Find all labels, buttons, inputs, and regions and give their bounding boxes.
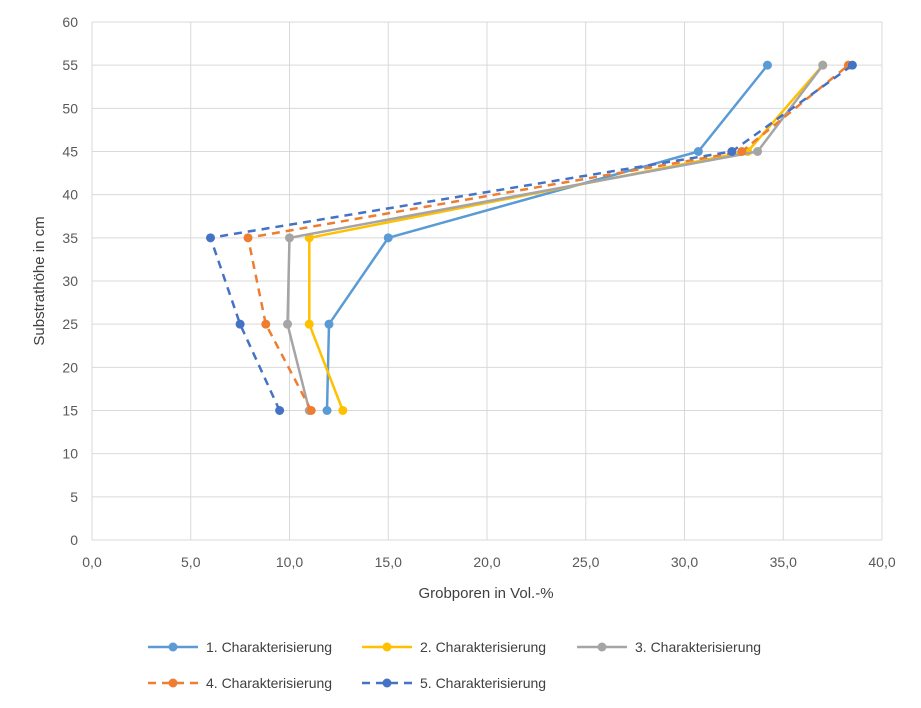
y-tick-label: 55: [62, 57, 78, 73]
data-point: [285, 233, 294, 243]
data-point: [322, 406, 332, 415]
series-5: [206, 60, 857, 415]
data-point: [338, 406, 348, 415]
data-point: [304, 319, 314, 329]
legend-marker: [382, 642, 392, 652]
x-tick-label: 20,0: [473, 554, 500, 570]
data-point: [275, 406, 285, 415]
data-point: [235, 319, 245, 329]
data-point: [283, 319, 293, 329]
gridlines: [91, 21, 883, 541]
data-point: [847, 60, 857, 70]
y-tick-label: 25: [62, 316, 78, 332]
data-point: [306, 406, 316, 415]
y-tick-label: 35: [62, 230, 78, 246]
y-tick-label: 45: [62, 144, 78, 160]
legend-marker: [168, 642, 178, 652]
legend-label: 4. Charakterisierung: [206, 675, 332, 691]
data-point: [206, 233, 215, 243]
series-3: [283, 60, 828, 415]
x-axis-title: Grobporen in Vol.-%: [418, 585, 553, 602]
y-tick-label: 30: [62, 273, 78, 289]
y-tick-label: 20: [62, 359, 78, 375]
legend-marker: [382, 678, 392, 688]
x-tick-label: 5,0: [181, 554, 201, 570]
legend-item: 3. Charakterisierung: [577, 639, 761, 655]
data-point: [693, 147, 703, 156]
y-tick-label: 15: [62, 403, 78, 419]
x-tick-label: 30,0: [671, 554, 698, 570]
x-tick-label: 35,0: [770, 554, 797, 570]
series-layer: [206, 60, 857, 415]
legend-label: 3. Charakterisierung: [635, 639, 761, 655]
data-point: [762, 60, 772, 70]
legend-label: 1. Charakterisierung: [206, 639, 332, 655]
y-tick-label: 50: [62, 100, 78, 116]
data-point: [727, 147, 737, 156]
legend-item: 4. Charakterisierung: [148, 675, 332, 691]
y-tick-label: 40: [62, 187, 78, 203]
tick-labels: 0,0 5,0 10,0 15,0 20,0 25,0 30,0 35,0 40,0 0 5 10 15…: [62, 14, 895, 570]
data-point: [243, 233, 253, 243]
x-tick-label: 0,0: [82, 554, 102, 570]
legend-marker: [597, 642, 607, 652]
legend-label: 5. Charakterisierung: [420, 675, 546, 691]
y-tick-label: 5: [70, 489, 78, 505]
data-point: [383, 233, 393, 243]
data-point: [737, 147, 747, 156]
y-tick-label: 60: [62, 14, 78, 30]
data-point: [753, 147, 763, 156]
data-point: [261, 319, 271, 329]
x-tick-label: 25,0: [572, 554, 599, 570]
y-tick-label: 0: [70, 532, 78, 548]
x-tick-label: 10,0: [276, 554, 303, 570]
y-tick-label: 10: [62, 446, 78, 462]
legend-label: 2. Charakterisierung: [420, 639, 546, 655]
legend-item: 2. Charakterisierung: [362, 639, 546, 655]
legend-item: 1. Charakterisierung: [148, 639, 332, 655]
legend: 1. Charakterisierung 2. Charakterisierung…: [148, 639, 761, 691]
series-1: [322, 60, 772, 415]
legend-item: 5. Charakterisierung: [362, 675, 546, 691]
x-tick-label: 40,0: [868, 554, 895, 570]
data-point: [324, 319, 334, 329]
data-point: [818, 60, 828, 70]
x-tick-label: 15,0: [375, 554, 402, 570]
legend-marker: [168, 678, 178, 688]
y-axis-title: Substrathöhe in cm: [31, 216, 48, 345]
